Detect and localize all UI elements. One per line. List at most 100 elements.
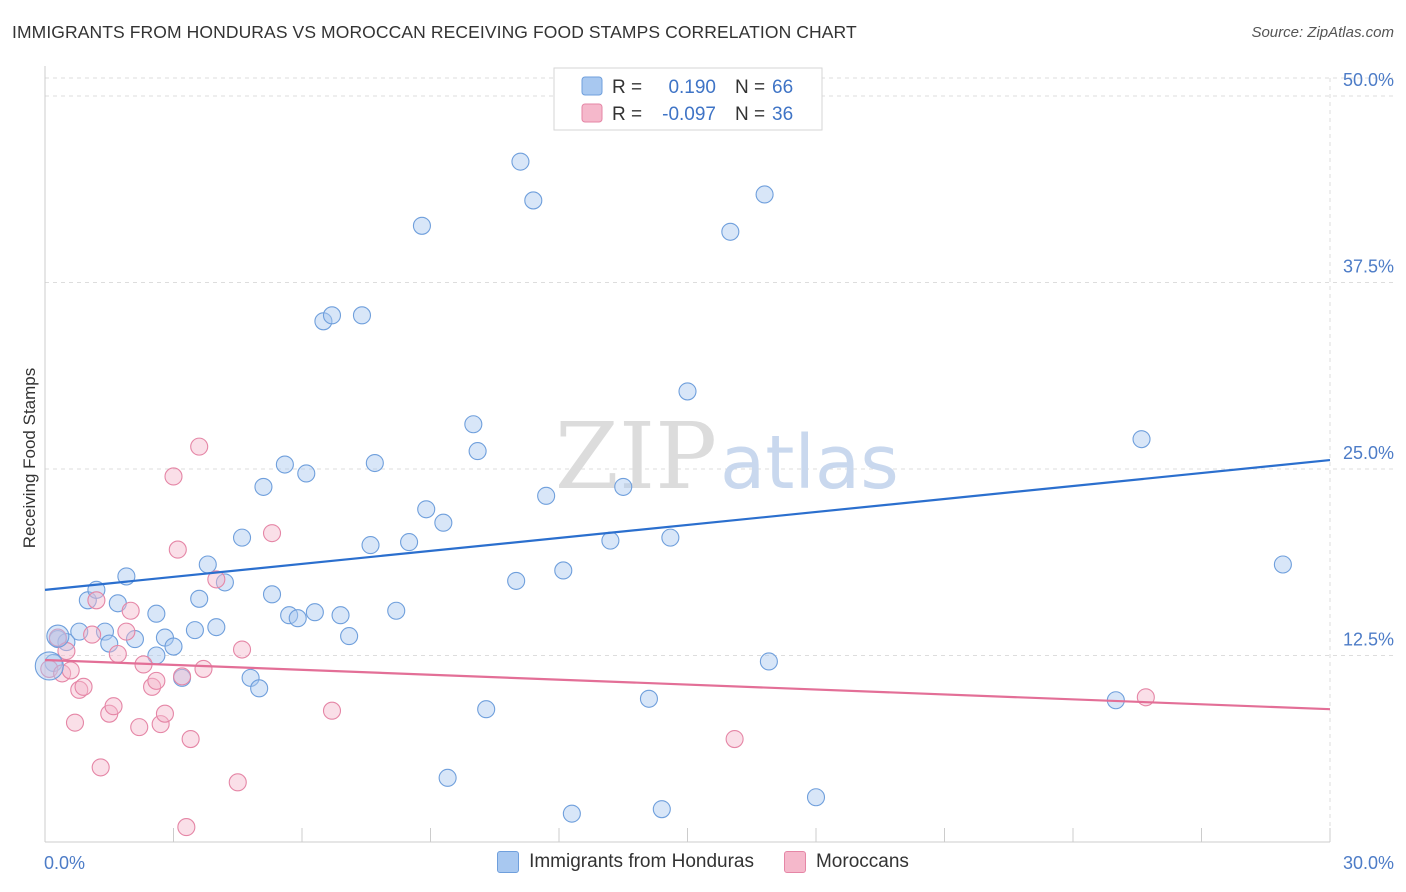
point-honduras-11 (147, 604, 166, 623)
legend-r-label-moroccans: R = (612, 104, 642, 125)
point-moroccans-16 (130, 718, 149, 737)
legend-n-label-honduras: N = (735, 77, 765, 98)
point-moroccans-19 (147, 671, 166, 690)
point-moroccans-1 (48, 628, 67, 647)
point-honduras-23 (254, 477, 273, 496)
y-tick-label-2: 37.5% (1343, 257, 1394, 277)
stats-legend: R = 0.190 N = 66 R = -0.097 N = 36 (553, 67, 823, 131)
point-honduras-40 (417, 500, 436, 519)
watermark-atlas: atlas (720, 420, 899, 506)
point-honduras-44 (468, 442, 487, 461)
legend-r-value-honduras: 0.190 (668, 77, 716, 98)
watermark: ZIP atlas (555, 403, 899, 510)
point-honduras-61 (806, 788, 826, 807)
point-honduras-41 (438, 768, 457, 787)
point-honduras-25 (275, 455, 294, 474)
point-honduras-47 (511, 152, 530, 171)
point-honduras-57 (678, 382, 697, 401)
point-moroccans-32 (322, 701, 342, 720)
point-honduras-52 (601, 531, 620, 550)
point-moroccans-26 (190, 437, 209, 456)
point-moroccans-7 (74, 677, 93, 696)
point-honduras-46 (507, 571, 526, 590)
point-honduras-42 (434, 513, 453, 532)
point-moroccans-23 (168, 540, 187, 559)
legend-marker-honduras (497, 851, 520, 873)
point-honduras-37 (387, 601, 406, 620)
point-moroccans-24 (173, 667, 192, 686)
legend-n-value-honduras: 66 (772, 77, 793, 98)
point-moroccans-27 (194, 659, 213, 678)
y-tick-label-1: 25.0% (1343, 443, 1394, 463)
point-moroccans-4 (61, 661, 80, 680)
point-honduras-32 (331, 606, 350, 625)
x-tick-label-right: 30.0% (1343, 853, 1394, 873)
point-honduras-22 (250, 679, 269, 698)
legend-swatch-moroccans (581, 103, 603, 123)
point-honduras-36 (365, 453, 384, 473)
point-honduras-35 (361, 536, 380, 555)
point-honduras-17 (198, 555, 217, 574)
x-tick-label-left: 0.0% (44, 853, 85, 873)
trend-line-moroccans (44, 658, 1331, 711)
point-moroccans-5 (65, 713, 85, 732)
point-honduras-38 (400, 533, 419, 552)
point-honduras-63 (1132, 430, 1151, 449)
point-honduras-15 (185, 621, 204, 640)
legend-r-label-honduras: R = (612, 77, 642, 98)
point-moroccans-20 (151, 715, 170, 734)
y-tick-label-3: 50.0% (1343, 70, 1394, 90)
point-moroccans-30 (232, 640, 252, 659)
legend-label-moroccans: Moroccans (815, 851, 909, 872)
point-honduras-28 (297, 464, 316, 483)
point-honduras-55 (652, 800, 671, 819)
point-honduras-45 (477, 700, 496, 719)
watermark-zip: ZIP (555, 403, 717, 510)
point-honduras-16 (190, 589, 209, 608)
point-honduras-54 (639, 689, 659, 708)
point-moroccans-8 (83, 625, 102, 644)
point-moroccans-12 (104, 697, 123, 716)
point-honduras-53 (614, 477, 633, 496)
point-moroccans-35 (177, 818, 196, 837)
point-honduras-50 (554, 561, 573, 580)
axes (44, 66, 1331, 843)
legend-r-value-moroccans: -0.097 (662, 104, 716, 125)
y-tick-labels: 12.5% 25.0% 37.5% 50.0% (1343, 70, 1394, 650)
source-label: Source: ZipAtlas.com (1251, 24, 1394, 41)
legend-n-label-moroccans: N = (735, 104, 765, 125)
point-moroccans-22 (164, 467, 183, 486)
point-honduras-58 (721, 222, 740, 241)
legend-item-moroccans: Moroccans (783, 851, 909, 873)
trend-line-honduras (44, 458, 1331, 591)
legend-n-value-moroccans: 36 (772, 104, 793, 125)
chart-title: IMMIGRANTS FROM HONDURAS VS MOROCCAN REC… (12, 22, 857, 42)
point-honduras-31 (322, 306, 342, 325)
point-honduras-20 (232, 528, 252, 547)
point-moroccans-10 (91, 758, 110, 777)
point-honduras-24 (262, 585, 282, 604)
point-honduras-29 (305, 603, 324, 622)
point-moroccans-29 (228, 773, 247, 792)
point-moroccans-28 (207, 570, 226, 589)
legend-swatch-honduras (581, 76, 603, 96)
point-honduras-49 (537, 486, 556, 505)
point-moroccans-21 (155, 704, 174, 723)
legend-marker-moroccans (783, 851, 806, 873)
point-honduras-39 (412, 216, 431, 235)
data-points (34, 152, 1292, 837)
series-legend: Immigrants from Honduras Moroccans (0, 851, 1406, 873)
legend-item-honduras: Immigrants from Honduras (497, 851, 754, 873)
point-honduras-59 (755, 185, 774, 204)
trend-lines (44, 458, 1331, 711)
point-honduras-48 (524, 191, 543, 210)
point-honduras-60 (759, 652, 778, 671)
point-honduras-64 (1273, 555, 1292, 574)
y-tick-label-0: 12.5% (1343, 630, 1394, 650)
point-moroccans-13 (108, 644, 127, 664)
point-honduras-34 (352, 306, 372, 325)
point-moroccans-31 (262, 524, 282, 543)
point-moroccans-33 (725, 730, 744, 749)
point-honduras-27 (288, 609, 307, 628)
